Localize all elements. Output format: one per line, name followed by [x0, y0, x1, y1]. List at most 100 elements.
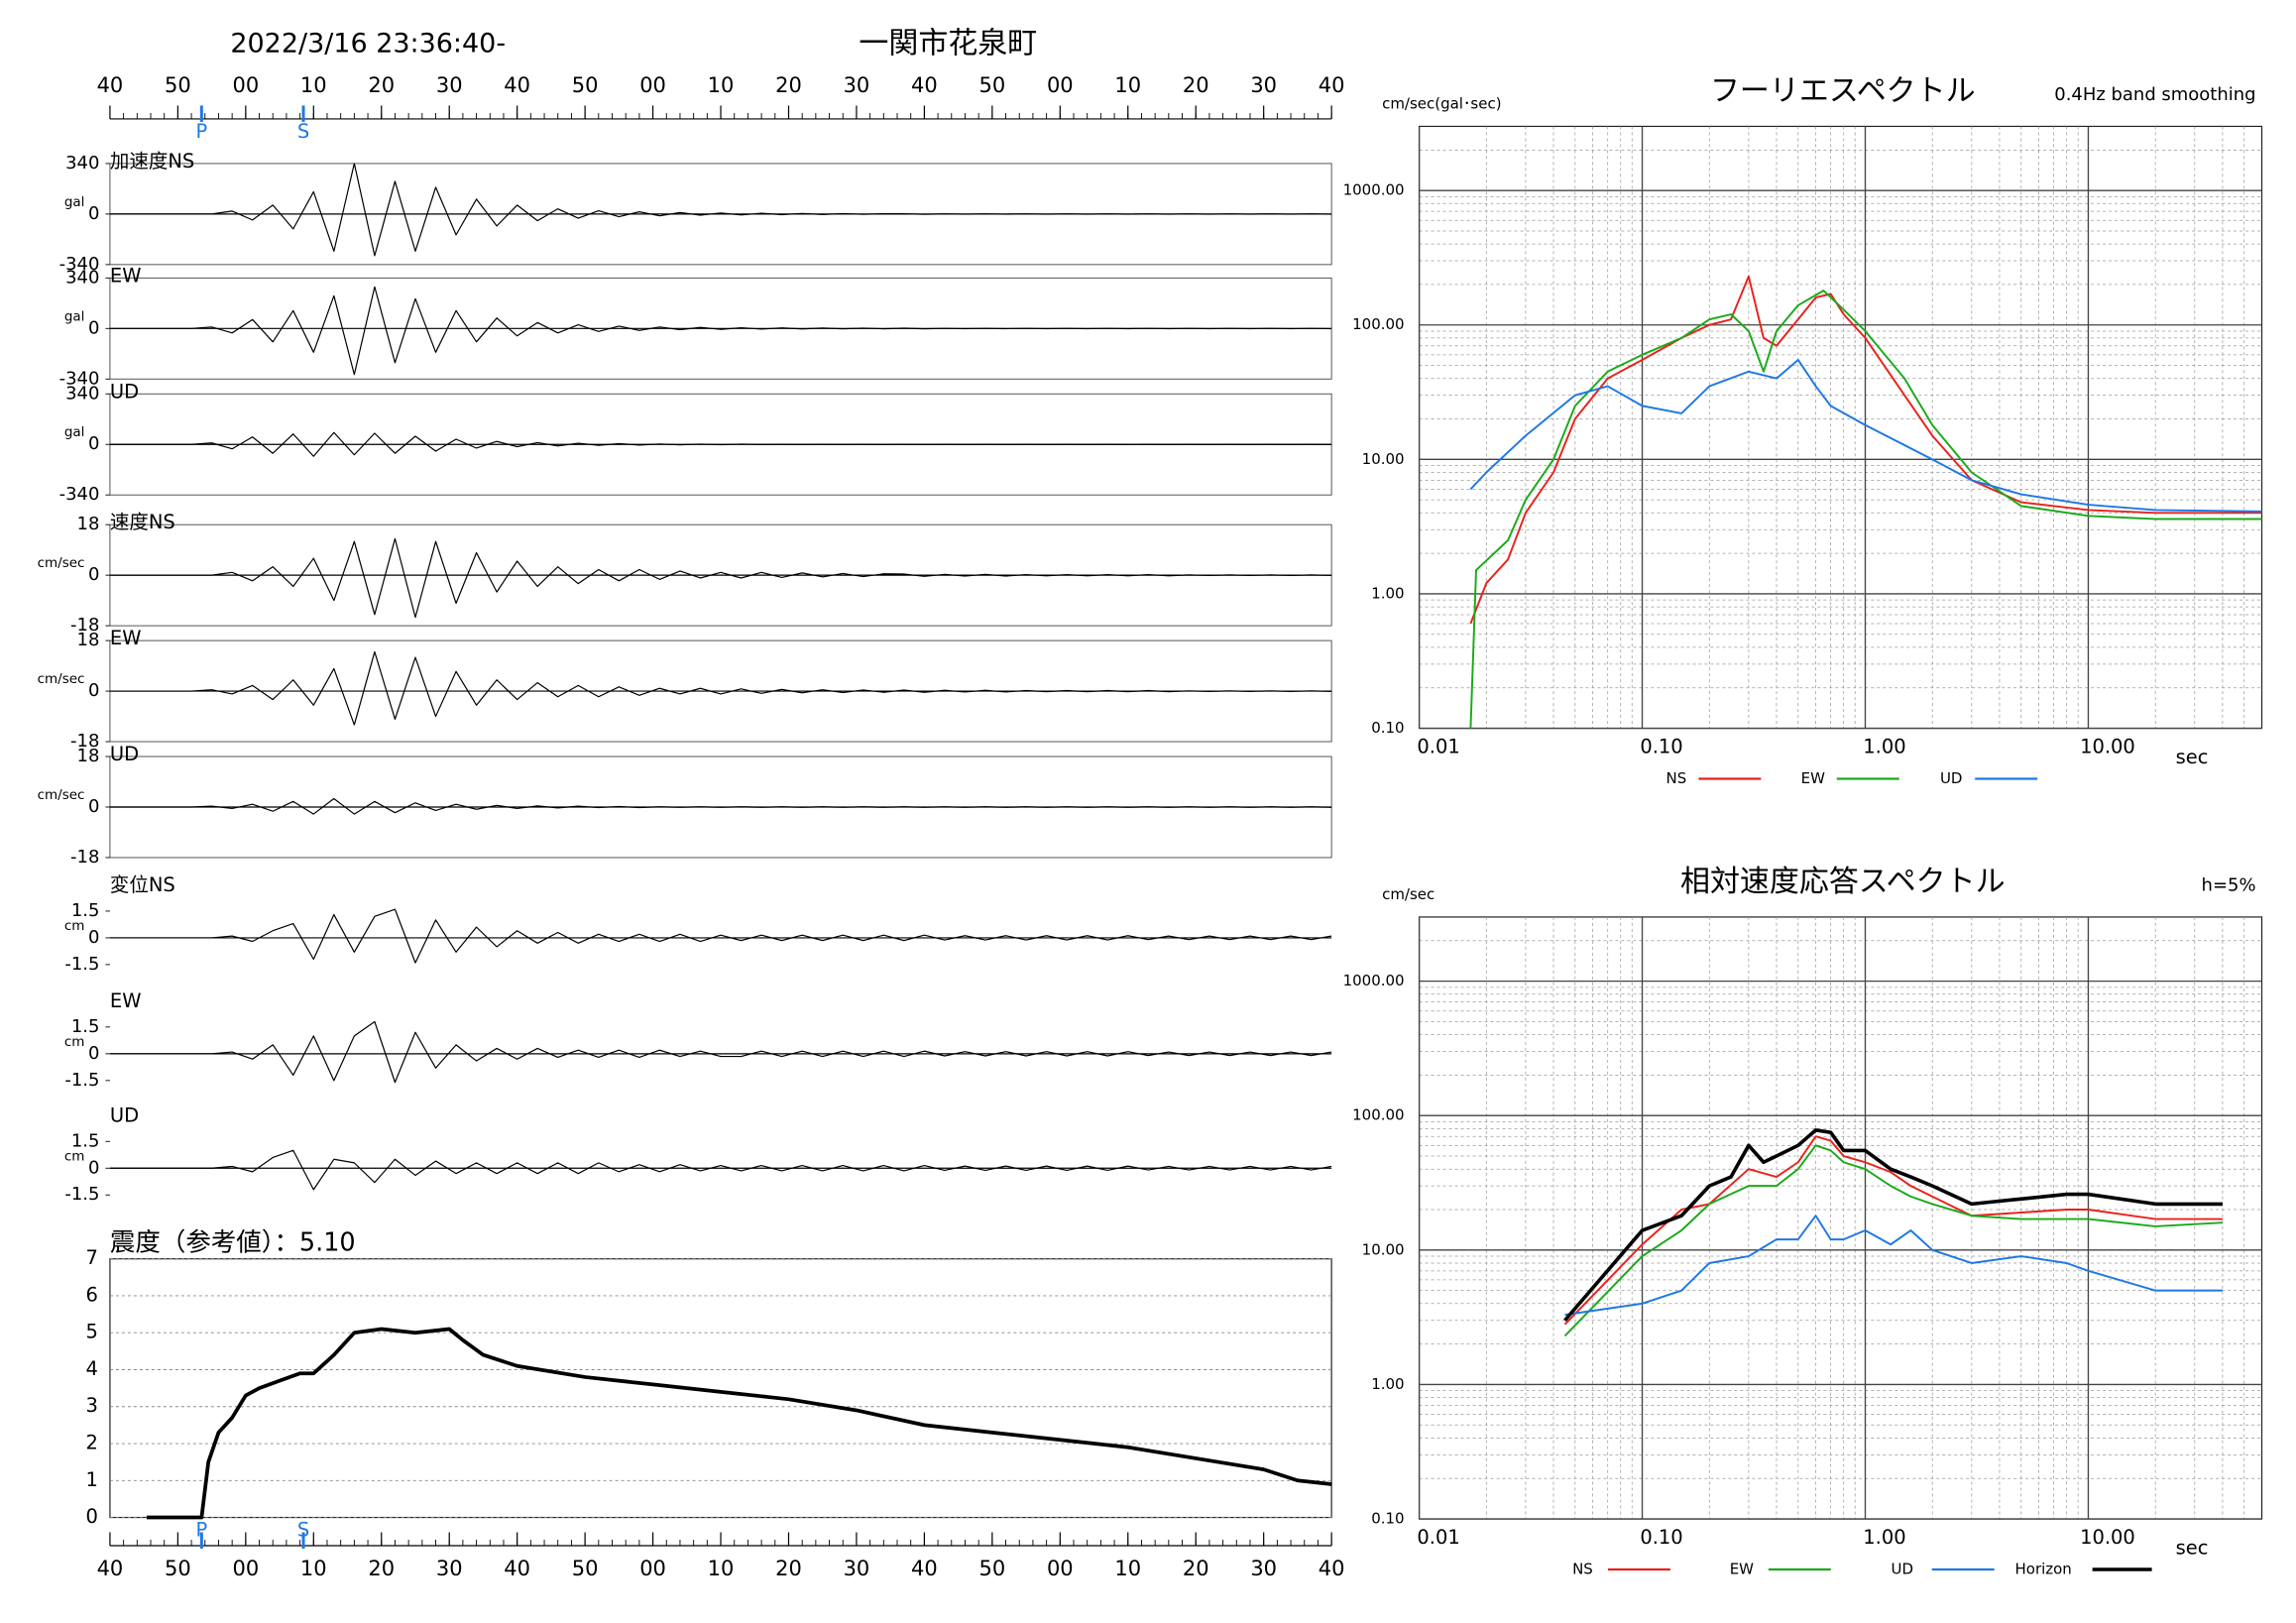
- y-tick-label: -18: [70, 615, 99, 636]
- phase-label: P: [195, 1519, 207, 1542]
- time-tick-label: 20: [775, 1557, 802, 1580]
- waveform-line: [109, 1149, 1332, 1191]
- time-tick-label: 10: [300, 1557, 327, 1580]
- y-tick-label: 1.00: [1371, 584, 1404, 602]
- time-tick-label: 50: [572, 1557, 599, 1580]
- y-axis-label: cm/sec: [1382, 885, 1435, 903]
- time-tick-label: 40: [911, 1557, 938, 1580]
- panel-label: UD: [110, 380, 139, 403]
- panel-unit: gal: [64, 194, 85, 210]
- x-tick-label: 0.10: [1640, 1526, 1682, 1549]
- panel-label: EW: [110, 627, 142, 649]
- time-tick-label: 30: [436, 73, 463, 97]
- chart-subtitle: 0.4Hz band smoothing: [2054, 84, 2255, 105]
- series-line: [1563, 1128, 2223, 1322]
- legend-label: NS: [1666, 769, 1687, 787]
- panel-unit: gal: [64, 424, 85, 440]
- time-tick-label: 30: [1250, 73, 1277, 97]
- legend-label: UD: [1940, 769, 1963, 787]
- y-tick-label: 1.00: [1371, 1375, 1404, 1393]
- y-tick-label: 0: [88, 317, 99, 338]
- series-line: [1469, 290, 2262, 729]
- panel-unit: cm/sec: [38, 787, 85, 803]
- time-tick-label: 20: [775, 73, 802, 97]
- y-tick-label: 1.5: [71, 900, 100, 921]
- x-tick-label: 0.01: [1417, 1526, 1459, 1549]
- station-name: 一関市花泉町: [859, 27, 1037, 61]
- time-tick-label: 30: [844, 73, 870, 97]
- y-tick-label: 4: [86, 1357, 98, 1380]
- legend-label: EW: [1801, 769, 1825, 787]
- y-tick-label: 1.5: [71, 1130, 100, 1151]
- chart-title: フーリエスペクトル: [1710, 73, 1976, 108]
- panel-unit: cm/sec: [38, 555, 85, 571]
- chart-subtitle: h=5%: [2202, 874, 2256, 895]
- y-tick-label: 0: [88, 433, 99, 454]
- y-tick-label: -1.5: [64, 1070, 99, 1091]
- y-tick-label: -340: [59, 368, 100, 389]
- time-tick-label: 50: [572, 73, 599, 97]
- time-tick-label: 50: [979, 73, 1006, 97]
- plot-frame: [109, 1258, 1332, 1519]
- y-tick-label: 3: [86, 1394, 98, 1417]
- time-tick-label: 00: [1047, 1557, 1074, 1580]
- x-tick-label: 1.00: [1863, 736, 1905, 758]
- y-tick-label: 1.5: [71, 1016, 100, 1037]
- y-tick-label: 340: [65, 153, 99, 174]
- series-line: [1469, 275, 2262, 625]
- y-tick-label: 0: [88, 203, 99, 224]
- chart-title: 相対速度応答スペクトル: [1680, 865, 2006, 899]
- time-tick-label: 20: [368, 1557, 395, 1580]
- y-axis-label: cm/sec(gal･sec): [1382, 94, 1501, 112]
- panel-unit: cm: [64, 918, 85, 934]
- phase-label: P: [195, 120, 207, 143]
- time-tick-label: 20: [1183, 73, 1209, 97]
- time-tick-label: 10: [300, 73, 327, 97]
- y-tick-label: 0: [88, 927, 99, 948]
- y-tick-label: 0: [88, 796, 99, 817]
- time-tick-label: 40: [504, 73, 530, 97]
- x-tick-label: 1.00: [1863, 1526, 1905, 1549]
- panel-label: EW: [110, 989, 142, 1012]
- legend-label: Horizon: [2015, 1561, 2072, 1578]
- y-tick-label: 18: [77, 746, 100, 766]
- panel-label: UD: [110, 1103, 139, 1126]
- waveform-line: [109, 286, 1332, 376]
- time-tick-label: 00: [232, 1557, 259, 1580]
- waveform-line: [109, 431, 1332, 457]
- time-tick-label: 00: [232, 73, 259, 97]
- x-tick-label: 0.01: [1417, 736, 1459, 758]
- y-tick-label: -18: [70, 731, 99, 752]
- time-tick-label: 30: [844, 1557, 870, 1580]
- y-tick-label: 18: [77, 630, 100, 650]
- panel-label: EW: [110, 264, 142, 287]
- waveform-line: [109, 650, 1332, 726]
- waveform-line: [109, 797, 1332, 815]
- panel-unit: gal: [64, 308, 85, 324]
- time-tick-label: 40: [97, 73, 124, 97]
- time-tick-label: 50: [165, 1557, 191, 1580]
- phase-label: S: [297, 1519, 309, 1542]
- y-tick-label: -340: [59, 254, 100, 275]
- phase-label: S: [297, 120, 309, 143]
- time-tick-label: 10: [708, 73, 735, 97]
- y-tick-label: 18: [77, 514, 100, 534]
- y-tick-label: 1000.00: [1343, 972, 1405, 989]
- y-tick-label: -1.5: [64, 954, 99, 975]
- time-tick-label: 10: [708, 1557, 735, 1580]
- record-datetime: 2022/3/16 23:36:40-: [230, 29, 506, 59]
- time-tick-label: 40: [1319, 73, 1345, 97]
- y-tick-label: 1000.00: [1343, 181, 1405, 199]
- y-tick-label: 0.10: [1371, 719, 1404, 737]
- y-tick-label: 0: [88, 1043, 99, 1064]
- y-tick-label: 0.10: [1371, 1510, 1404, 1528]
- time-tick-label: 00: [1047, 73, 1074, 97]
- panel-unit: cm/sec: [38, 671, 85, 687]
- y-tick-label: 0: [88, 564, 99, 585]
- x-tick-label: 0.10: [1640, 736, 1682, 758]
- series-line: [1563, 1135, 2223, 1326]
- waveform-line: [109, 163, 1332, 257]
